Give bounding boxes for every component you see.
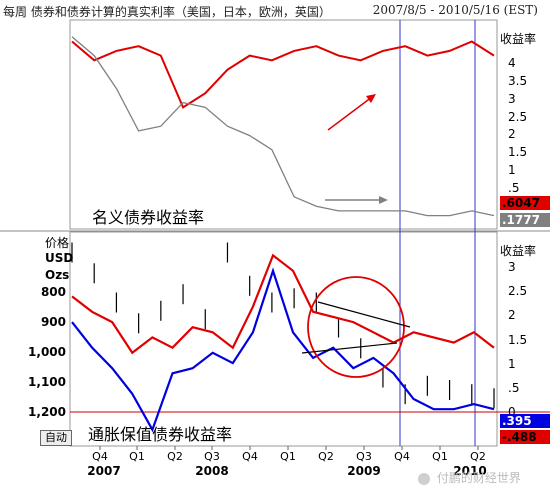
bottom-badge-blue: .395 (500, 414, 550, 428)
x-quarter-label: Q4 (242, 450, 258, 463)
x-quarter-label: Q1 (432, 450, 448, 463)
x-quarter-label: Q1 (280, 450, 296, 463)
red-arrow-head (366, 94, 376, 103)
bottom-series-line-1 (71, 267, 495, 433)
bottom-badge-red: -.488 (500, 430, 550, 444)
top-series-line-1 (71, 36, 495, 217)
top-right-ticks-label: .5 (508, 181, 520, 195)
bottom-right-ticks-label: 2 (508, 308, 516, 323)
chart-header: 每周 债券和债券计算的真实利率（美国，日本，欧洲，英国） 2007/8/5 - … (0, 0, 550, 20)
top-panel-frame (69, 19, 498, 230)
x-year-label: 2010 (453, 464, 487, 478)
bottom-left-axis-title-1: 价格 (45, 236, 70, 250)
x-quarter-label: Q4 (92, 450, 108, 463)
top-right-ticks-label: 3.5 (508, 73, 528, 88)
highlight-circle (307, 276, 405, 378)
top-right-ticks-label: 4 (508, 56, 516, 70)
top-badge-red: .6047 (500, 196, 550, 210)
trend-line-upper (317, 301, 411, 328)
bottom-left-axis-title-2: USD (45, 251, 74, 265)
top-right-ticks-label: 2.5 (508, 109, 528, 124)
top-badge-gray: .1777 (500, 213, 550, 227)
bottom-right-ticks-label: .5 (508, 380, 520, 395)
bottom-badge-red-text: -.488 (502, 430, 537, 444)
bottom-series-line-0 (71, 253, 495, 355)
bottom-right-ticks-label: 1 (508, 356, 516, 371)
x-quarter-label: Q2 (167, 450, 183, 463)
bottom-left-ticks-label: 900 (40, 315, 66, 329)
x-quarter-label: Q2 (470, 450, 486, 463)
x-quarter-label: Q2 (318, 450, 334, 463)
top-right-ticks-label: 1 (508, 163, 516, 178)
top-right-ticks-label: 2 (508, 127, 516, 142)
red-arrow (327, 96, 373, 131)
bottom-left-ticks-label: 1,000 (28, 345, 66, 359)
x-year-label: 2009 (347, 464, 381, 478)
x-year-label: 2007 (87, 464, 121, 478)
chart-title: 每周 债券和债券计算的真实利率（美国，日本，欧洲，英国） (3, 5, 331, 19)
bottom-series (71, 253, 495, 433)
bottom-right-ticks-label: 1.5 (508, 332, 528, 347)
top-badge-gray-text: .1777 (502, 213, 540, 227)
watermark: 付鹏的财经世界 (418, 469, 521, 486)
date-range: 2007/8/5 - 2010/5/16 (EST) (372, 3, 538, 17)
top-right-axis-title: 收益率 (500, 32, 537, 46)
x-quarter-label: Q3 (204, 450, 220, 463)
top-badge-red-text: .6047 (502, 196, 540, 210)
bottom-right-ticks-label: 2.5 (508, 284, 528, 299)
bottom-right-axis-title: 收益率 (500, 244, 537, 258)
top-series-line-0 (71, 40, 495, 109)
bottom-left-ticks-label: 1,100 (28, 375, 66, 389)
bottom-right-ticks-label: 3 (508, 260, 516, 274)
bottom-badge-blue-text: .395 (502, 414, 532, 428)
bottom-left-ticks-label: 800 (40, 285, 66, 299)
bottom-left-axis-title-3: Ozs (45, 268, 70, 282)
top-series (71, 36, 495, 217)
bottom-panel-label: 通胀保值债券收益率 (88, 425, 233, 444)
auto-button[interactable]: 自动 (40, 430, 72, 446)
bottom-right-ticks-label: 0 (508, 405, 516, 419)
x-axis-ticks (99, 446, 479, 450)
watermark-text: 付鹏的财经世界 (436, 471, 521, 485)
x-quarter-label: Q1 (129, 450, 145, 463)
gray-arrow-head (379, 196, 388, 204)
x-quarter-label: Q4 (394, 450, 410, 463)
trend-line-lower (301, 342, 398, 354)
x-quarter-label: Q3 (356, 450, 372, 463)
bottom-left-ticks-label: 1,200 (28, 405, 66, 419)
top-right-ticks-label: 1.5 (508, 145, 528, 160)
top-panel-label: 名义债券收益率 (92, 208, 205, 227)
wechat-icon (418, 472, 430, 485)
x-year-label: 2008 (195, 464, 229, 478)
top-right-ticks-label: 3 (508, 91, 516, 106)
